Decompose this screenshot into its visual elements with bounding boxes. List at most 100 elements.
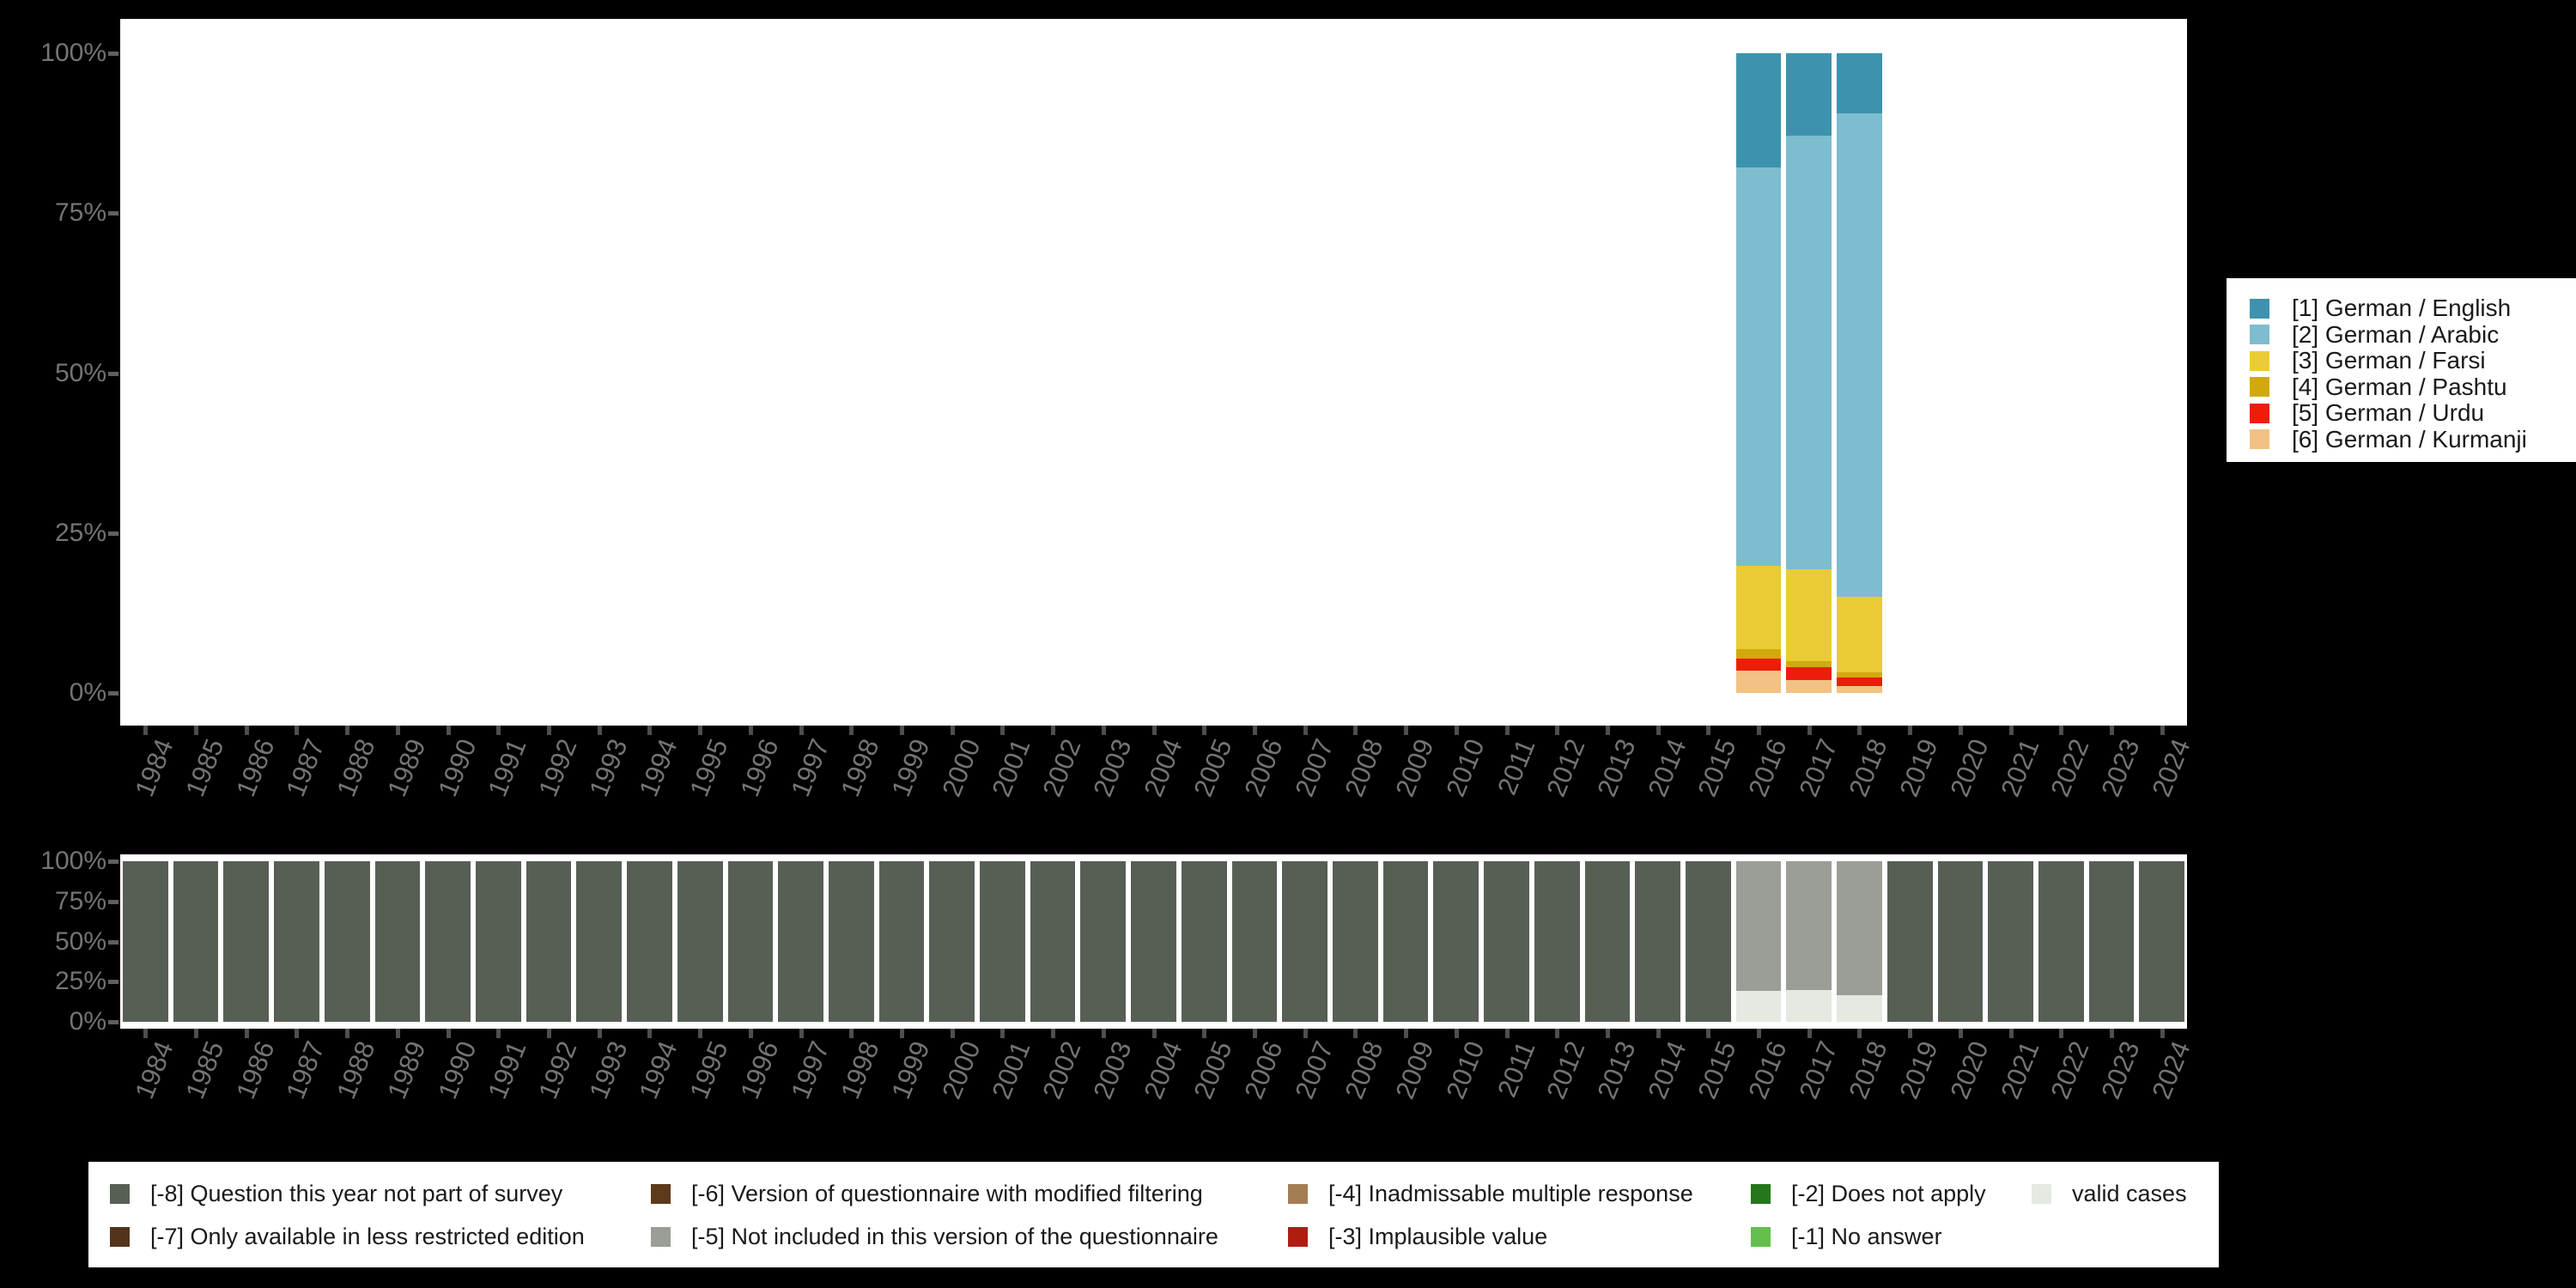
x-axis-tick — [2160, 726, 2165, 735]
bar-segment — [828, 861, 874, 1022]
x-axis-label: 2007 — [1288, 1036, 1340, 1103]
x-axis-tick — [1252, 1029, 1257, 1038]
x-axis-label: 2020 — [1944, 734, 1995, 801]
x-axis-tick — [2059, 1029, 2064, 1038]
x-axis-tick — [1555, 1029, 1560, 1038]
x-axis-label: 1989 — [381, 734, 432, 801]
bar-segment — [1433, 861, 1479, 1022]
bar-segment — [1886, 861, 1933, 1022]
bar-segment — [2139, 861, 2185, 1022]
bar-segment — [1837, 994, 1882, 1022]
y-axis-label: 50% — [54, 358, 106, 387]
x-axis-tick — [1404, 726, 1409, 735]
x-axis-label: 1992 — [532, 1036, 583, 1103]
x-axis-label: 1986 — [230, 1036, 281, 1103]
x-axis-tick — [2160, 1029, 2165, 1038]
bar-segment — [1837, 672, 1882, 678]
x-axis-label: 2006 — [1238, 1036, 1289, 1103]
legend-label: [4] German / Pashtu — [2292, 373, 2507, 400]
x-axis-label: 2003 — [1087, 734, 1138, 801]
legend-item: [-6] Version of questionnaire with modif… — [651, 1174, 1203, 1213]
legend-right: [1] German / English [2] German / Arabic[… — [2225, 276, 2576, 464]
bar-segment — [1735, 53, 1782, 168]
x-axis-label: 1988 — [331, 1036, 381, 1103]
bar-segment — [1333, 861, 1378, 1022]
bar-segment — [1837, 685, 1882, 693]
y-axis-tick — [108, 531, 118, 536]
bar-segment — [1686, 861, 1731, 1022]
x-axis-tick — [2110, 726, 2115, 735]
bar-segment — [727, 861, 774, 1022]
legend-label: [1] German / English — [2292, 295, 2512, 322]
x-axis-tick — [799, 726, 804, 735]
x-axis-tick — [1404, 1029, 1409, 1038]
x-axis-label: 2021 — [1994, 734, 2045, 801]
x-axis-tick — [1101, 1029, 1106, 1038]
x-axis-tick — [748, 726, 753, 735]
x-axis-tick — [446, 1029, 451, 1038]
x-axis-label: 1998 — [835, 1036, 885, 1103]
x-axis-label: 2019 — [1893, 734, 1944, 801]
x-axis-tick — [1958, 726, 1963, 735]
bar-segment — [1131, 861, 1176, 1022]
y-axis-tick — [108, 899, 118, 904]
y-axis-tick — [108, 371, 118, 376]
x-axis-tick — [1757, 726, 1762, 735]
bar-segment — [1382, 861, 1429, 1022]
legend-label: [-7] Only available in less restricted e… — [150, 1223, 585, 1249]
x-axis-label: 2024 — [2145, 1036, 2196, 1103]
x-axis-tick — [244, 1029, 249, 1038]
legend-item: [4] German / Pashtu — [2250, 374, 2576, 401]
x-axis-label: 2024 — [2145, 734, 2196, 801]
y-axis-label: 50% — [54, 927, 106, 956]
x-axis-tick — [1353, 1029, 1358, 1038]
x-axis-label: 1995 — [683, 734, 734, 801]
x-axis-label: 1999 — [885, 1036, 936, 1103]
x-axis-label: 2022 — [2044, 734, 2095, 801]
x-axis-tick — [2008, 726, 2014, 735]
legend-label: [-2] Does not apply — [1791, 1180, 1986, 1206]
legend-label: [3] German / Farsi — [2292, 347, 2486, 374]
y-axis-label: 0% — [69, 678, 106, 707]
x-axis-tick — [799, 1029, 804, 1038]
bar-segment — [2038, 861, 2084, 1022]
y-axis-label: 100% — [40, 39, 106, 67]
x-axis-tick — [1151, 726, 1157, 735]
legend-label: [-4] Inadmissable multiple response — [1328, 1180, 1693, 1206]
bar-segment — [1735, 861, 1782, 992]
legend-swatch — [110, 1226, 130, 1247]
x-axis-tick — [194, 726, 199, 735]
x-axis-label: 2018 — [1843, 1036, 1894, 1103]
bar-segment — [1786, 53, 1832, 137]
bar-segment — [980, 861, 1025, 1022]
x-axis-label: 2004 — [1137, 734, 1188, 801]
x-axis-label: 2014 — [1641, 1036, 1692, 1103]
x-axis-label: 2023 — [2095, 1036, 2146, 1103]
legend-item: [-7] Only available in less restricted e… — [110, 1217, 585, 1256]
bar-segment — [1181, 861, 1227, 1022]
x-axis-label: 1993 — [582, 1036, 634, 1103]
bar-segment — [1786, 680, 1832, 693]
legend-swatch — [1288, 1183, 1308, 1204]
x-axis-label: 1991 — [482, 734, 532, 801]
y-axis-tick — [108, 860, 118, 864]
bar-segment — [576, 861, 623, 1022]
y-axis-tick — [108, 52, 118, 56]
bar-segment — [425, 861, 471, 1022]
x-axis-tick — [1051, 726, 1056, 735]
bar-segment — [1231, 861, 1278, 1022]
legend-swatch — [2250, 350, 2269, 371]
legend-item: valid cases — [2032, 1174, 2187, 1213]
x-axis-label: 2001 — [986, 734, 1036, 801]
bar-segment — [274, 861, 319, 1022]
x-axis-label: 1990 — [431, 1036, 483, 1103]
x-axis-label: 2023 — [2095, 734, 2146, 801]
x-axis-tick — [1706, 726, 1711, 735]
x-axis-label: 1985 — [179, 734, 230, 801]
bar-segment — [223, 861, 270, 1022]
legend-swatch — [1751, 1226, 1771, 1247]
x-axis-label: 1990 — [431, 734, 483, 801]
bar-segment — [1837, 861, 1882, 995]
bar-segment — [1484, 861, 1529, 1022]
bar-segment — [1837, 597, 1882, 673]
